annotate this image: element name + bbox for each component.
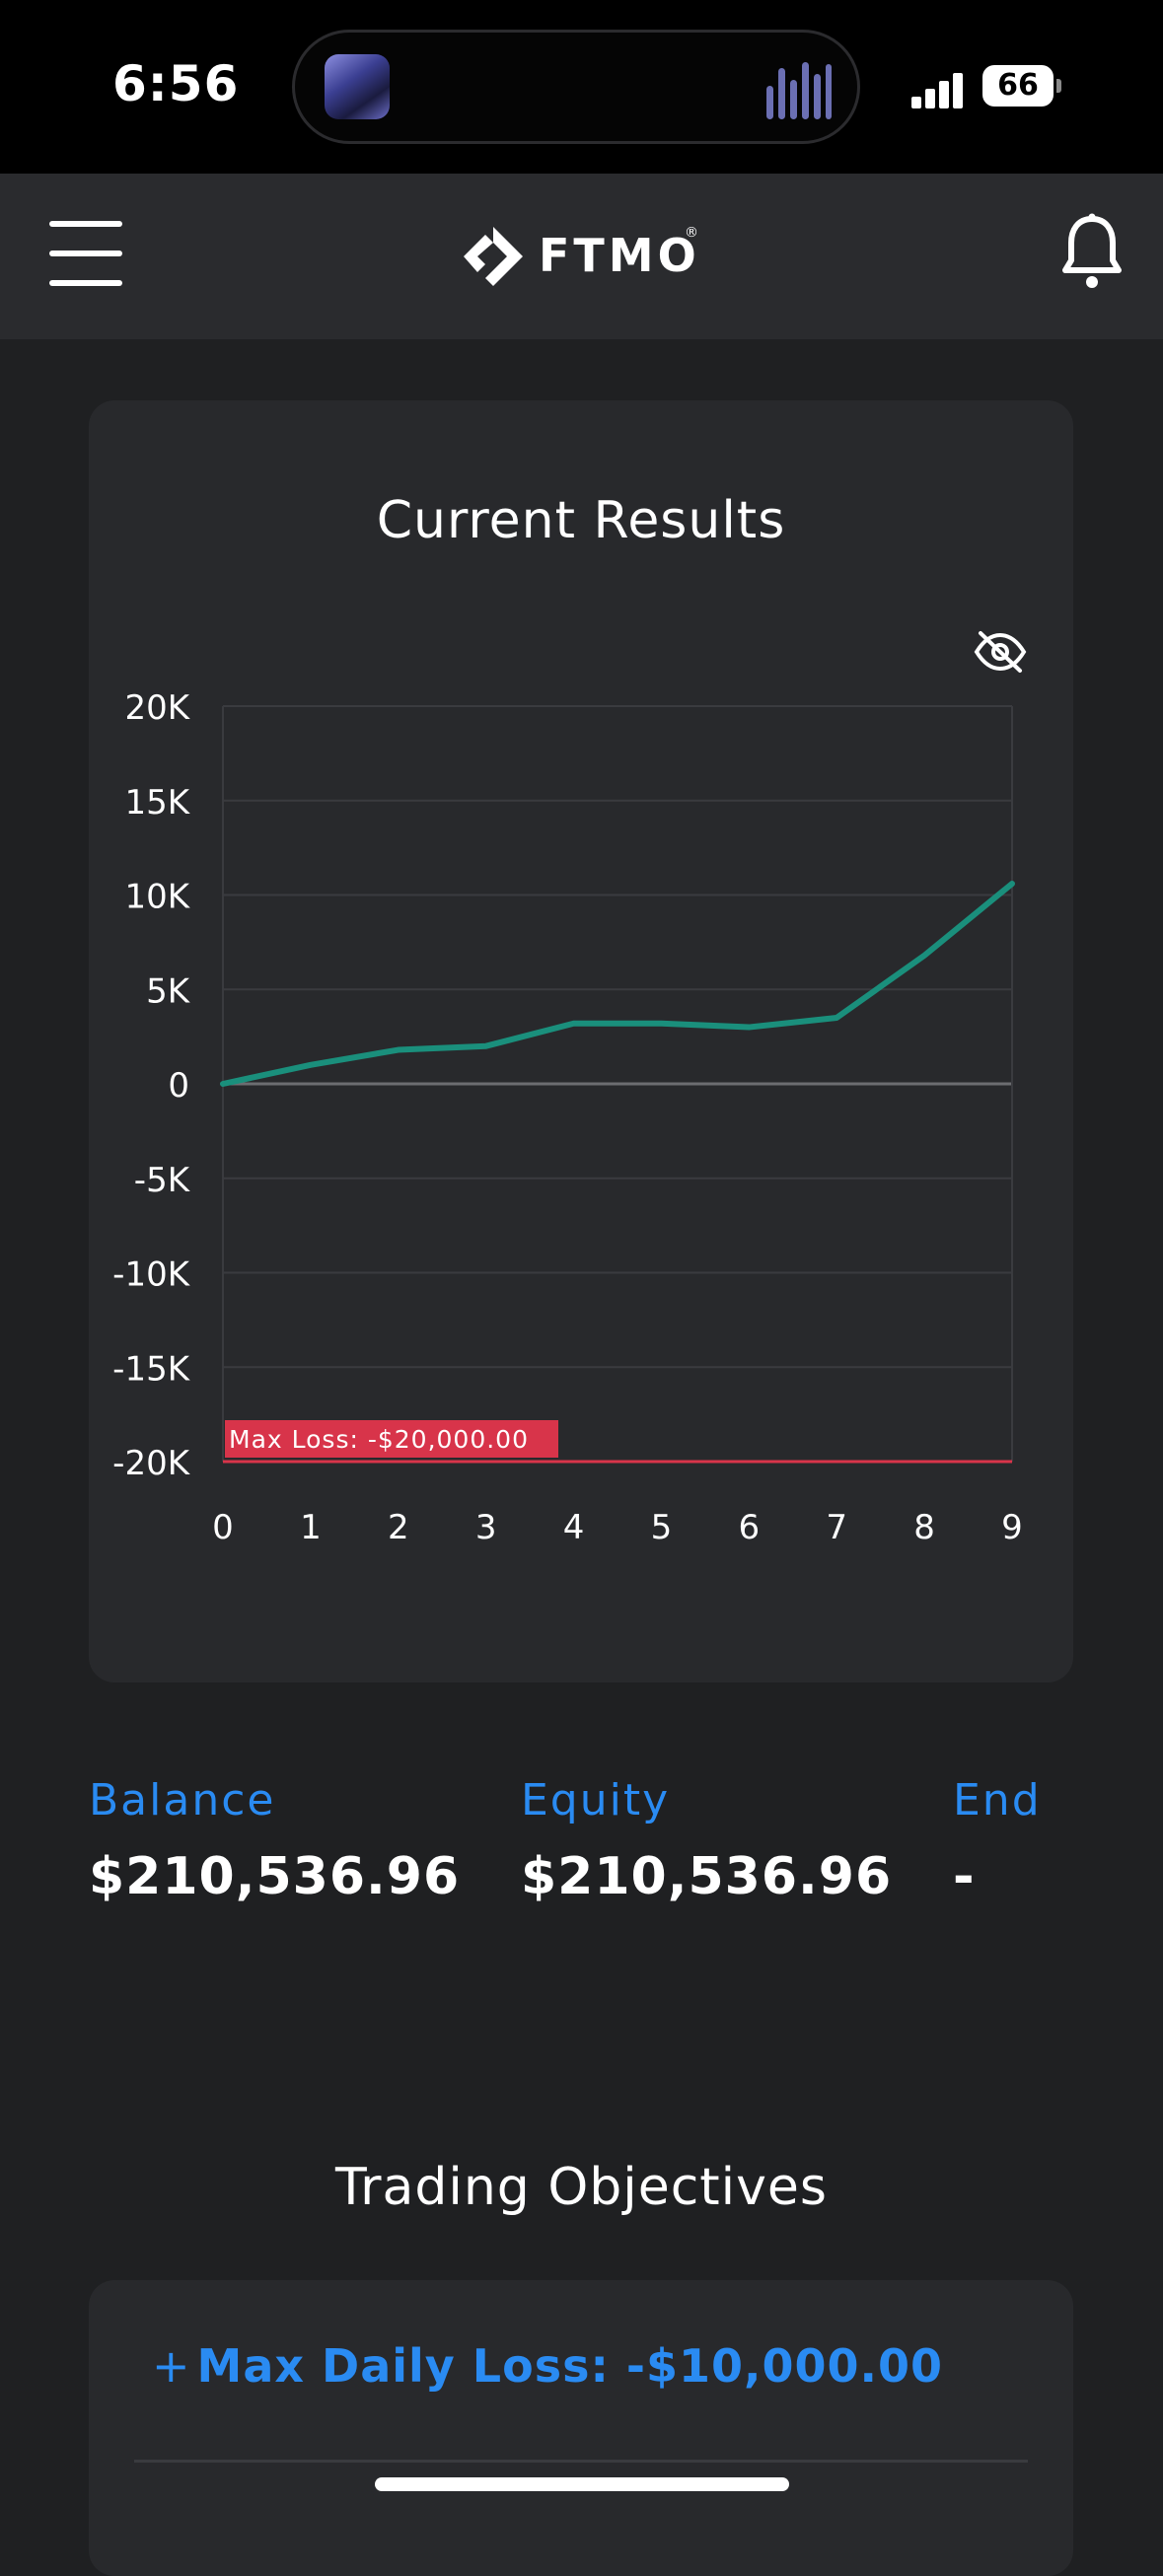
balance-label: Balance	[89, 1775, 276, 1825]
trading-objectives-card: + Max Daily Loss: -$10,000.00	[89, 2280, 1073, 2576]
equity-stat: Equity $210,536.96	[521, 1775, 892, 1906]
x-tick-label: 1	[300, 1508, 322, 1547]
x-tick-label: 8	[913, 1508, 935, 1547]
y-tick-label: 15K	[124, 783, 190, 823]
end-stat: End -	[953, 1775, 1042, 1906]
ftmo-logo-mark-icon	[464, 227, 523, 286]
x-tick-label: 7	[826, 1508, 847, 1547]
equity-value: $210,536.96	[521, 1847, 893, 1906]
x-tick-label: 9	[1001, 1508, 1023, 1547]
max-loss-label: Max Loss: -$20,000.00	[229, 1425, 529, 1454]
end-label: End	[953, 1775, 1042, 1825]
series-line	[220, 881, 1015, 1087]
y-tick-label: -15K	[112, 1349, 191, 1389]
status-time: 6:56	[112, 55, 240, 112]
data-point	[571, 1021, 576, 1026]
x-tick-label: 2	[388, 1508, 409, 1547]
objective-label: Max Daily Loss: -$10,000.00	[196, 2339, 943, 2393]
y-tick-label: 10K	[124, 878, 190, 917]
hide-eye-icon[interactable]	[973, 629, 1028, 675]
status-bar: 6:56 66	[0, 0, 1163, 174]
results-title: Current Results	[376, 491, 786, 550]
data-point	[747, 1025, 752, 1030]
ftmo-logo[interactable]: FTMO ®	[464, 223, 700, 288]
y-tick-label: 0	[168, 1066, 189, 1106]
y-tick-label: -10K	[112, 1255, 191, 1295]
data-point	[835, 1015, 839, 1020]
logo-text: FTMO	[539, 229, 700, 282]
dynamic-island[interactable]	[292, 30, 860, 144]
trading-objectives-title: Trading Objectives	[335, 2158, 828, 2217]
divider	[134, 2460, 1028, 2463]
account-stats: Balance $210,536.96 Equity $210,536.96 E…	[89, 1775, 1075, 1933]
battery-icon: 66	[982, 65, 1061, 107]
balance-stat: Balance $210,536.96	[89, 1775, 460, 1906]
y-tick-label: -20K	[112, 1444, 191, 1483]
max-loss-label-bg	[225, 1420, 558, 1458]
hamburger-menu-icon[interactable]	[49, 221, 122, 286]
end-value: -	[953, 1847, 976, 1906]
expand-plus-icon: +	[152, 2339, 191, 2393]
x-tick-label: 3	[475, 1508, 497, 1547]
balance-value: $210,536.96	[89, 1847, 461, 1906]
cellular-signal-icon	[911, 69, 971, 108]
x-tick-label: 6	[739, 1508, 761, 1547]
x-tick-label: 0	[212, 1508, 234, 1547]
data-point	[659, 1021, 664, 1026]
current-results-card: Current Results 20K 15K 10K 5K 0 -5K -10K -15K -…	[89, 400, 1073, 1682]
data-point	[396, 1047, 400, 1052]
objective-max-daily-loss[interactable]: + Max Daily Loss: -$10,000.00	[152, 2339, 943, 2393]
x-tick-label: 5	[651, 1508, 673, 1547]
x-tick-label: 4	[563, 1508, 585, 1547]
y-tick-label: 20K	[124, 688, 190, 728]
y-tick-label: -5K	[134, 1161, 191, 1200]
app-header: FTMO ®	[0, 174, 1163, 339]
now-playing-artwork[interactable]	[325, 54, 390, 119]
home-indicator[interactable]	[375, 2477, 789, 2491]
data-point	[308, 1062, 313, 1067]
data-point	[1010, 882, 1014, 887]
audio-waveform-icon	[766, 60, 832, 119]
data-point	[483, 1043, 488, 1048]
logo-registered-mark: ®	[685, 225, 698, 241]
results-line-chart: 20K 15K 10K 5K 0 -5K -10K -15K -20K 0 1 2 3 4 5 6 7 8 9 Max…	[112, 688, 1023, 1547]
equity-label: Equity	[521, 1775, 671, 1825]
bell-icon[interactable]	[1059, 213, 1125, 292]
y-tick-label: 5K	[146, 971, 191, 1011]
data-point	[922, 953, 927, 958]
data-point	[221, 1082, 225, 1086]
